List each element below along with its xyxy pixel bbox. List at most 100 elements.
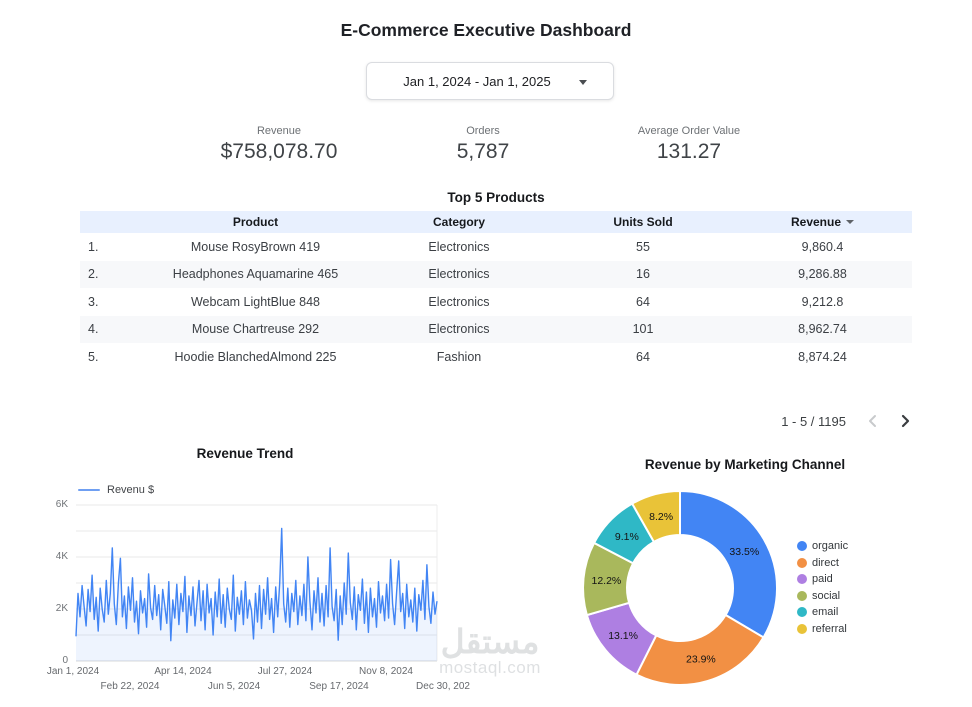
table-title: Top 5 Products (447, 190, 545, 205)
cell-rank: 3. (88, 294, 99, 309)
legend-item-direct: direct (797, 557, 848, 569)
legend-item-paid: paid (797, 573, 848, 585)
cell-category: Electronics (428, 322, 490, 337)
legend-item-label: email (812, 606, 839, 618)
kpi-aov-value: 131.27 (656, 140, 722, 163)
donut-slice-referral (630, 489, 681, 544)
watermark-arabic-text: مستقل (440, 623, 540, 660)
cell-units-sold: 101 (632, 322, 654, 337)
col-header-revenue[interactable]: Revenue (763, 215, 912, 229)
cell-revenue: 9,860.4 (801, 239, 844, 254)
pagination-label: 1 - 5 / 1195 (781, 413, 846, 429)
table-row: 3. Webcam LightBlue 848 Electronics 64 9,212… (80, 288, 912, 316)
kpi-orders-label: Orders (466, 125, 500, 137)
prev-page-icon[interactable] (866, 414, 879, 428)
line-chart-legend: Revenu $ (78, 484, 154, 496)
legend-item-label: direct (812, 556, 839, 569)
page-title: E-Commerce Executive Dashboard (340, 20, 632, 40)
col-header-category[interactable]: Category (432, 215, 485, 229)
next-page-icon[interactable] (899, 414, 912, 428)
cell-category: Electronics (428, 239, 490, 254)
cell-revenue: 8,962.74 (798, 322, 847, 337)
cell-category: Electronics (428, 294, 490, 309)
donut-slice-label: 8.2% (649, 511, 673, 523)
legend-dot-icon (797, 623, 807, 634)
x-axis-tick-label: Jul 27, 2024 (257, 666, 313, 677)
table-body: 1. Mouse RosyBrown 419 Electronics 55 9,860.… (80, 233, 912, 371)
donut-slice-direct (635, 613, 765, 686)
cell-rank: 2. (88, 267, 99, 282)
table-row: 5. Hoodie BlanchedAlmond 225 Fashion 64 8,87… (80, 343, 912, 371)
y-axis-tick-label: 4K (55, 551, 68, 562)
legend-dot-icon (797, 590, 807, 601)
cell-rank: 1. (88, 239, 99, 254)
kpi-orders: Orders 5,787 (457, 125, 510, 164)
legend-dot-icon (797, 607, 807, 617)
x-axis-tick-label: Nov 8, 2024 (359, 666, 413, 677)
col-header-revenue-label: Revenue (790, 215, 842, 229)
kpi-revenue-label: Revenue (256, 125, 302, 137)
legend-dot-icon (797, 541, 807, 551)
cell-revenue: 9,212.8 (801, 294, 844, 309)
line-chart-title: Revenue Trend (196, 446, 294, 461)
table-header: Product Category Units Sold Revenue (80, 211, 912, 233)
legend-item-email: email (797, 606, 848, 618)
cell-units-sold: 64 (636, 294, 650, 309)
table-row: 1. Mouse RosyBrown 419 Electronics 55 9,860.… (80, 233, 912, 261)
watermark-domain-text: mostaql.com (439, 658, 541, 678)
cell-revenue: 9,286.88 (798, 267, 847, 282)
donut-slice-organic (679, 489, 778, 639)
legend-series-label: Revenu $ (107, 484, 155, 496)
donut-slice-label: 12.2% (592, 575, 622, 587)
y-axis-tick-label: 0 (62, 655, 68, 666)
legend-item-label: referral (812, 622, 847, 635)
legend-dot-icon (797, 557, 807, 568)
date-range-value: Jan 1, 2024 - Jan 1, 2025 (403, 73, 551, 89)
legend-dot-icon (797, 574, 807, 584)
cell-rank: 4. (88, 322, 99, 337)
donut-slice-label: 9.1% (615, 531, 639, 543)
donut-chart-title: Revenue by Marketing Channel (644, 457, 846, 472)
cell-product: Mouse RosyBrown 419 (190, 239, 321, 254)
y-axis-tick-label: 6K (55, 499, 68, 510)
cell-product: Headphones Aquamarine 465 (172, 267, 339, 282)
kpi-aov: Average Order Value 131.27 (638, 125, 740, 164)
x-axis-tick-label: Apr 14, 2024 (154, 666, 212, 677)
cell-units-sold: 64 (636, 349, 650, 364)
legend-line-icon (78, 489, 100, 491)
x-axis-tick-label: Sep 17, 2024 (309, 681, 369, 692)
legend-item-referral: referral (797, 623, 848, 635)
products-table: Product Category Units Sold Revenue 1. Mo… (80, 211, 912, 371)
col-header-product[interactable]: Product (232, 215, 279, 229)
donut-chart: 33.5% 23.9% 13.1% 12.2% 9.1% 8.2% (582, 489, 778, 686)
kpi-revenue: Revenue $758,078.70 (221, 125, 338, 164)
sort-desc-icon (846, 220, 855, 224)
donut-slice-label: 33.5% (729, 546, 759, 558)
table-row: 2. Headphones Aquamarine 465 Electronics 16… (80, 260, 912, 288)
cell-rank: 5. (88, 349, 99, 364)
chevron-down-icon (579, 80, 587, 85)
date-range-selector[interactable]: Jan 1, 2024 - Jan 1, 2025 (366, 62, 614, 100)
donut-legend: organic direct paid social email referral (797, 540, 848, 639)
cell-category: Electronics (428, 267, 490, 282)
legend-item-label: social (812, 589, 841, 602)
donut-slice-label: 13.1% (608, 630, 638, 642)
x-axis-tick-label: Jan 1, 2024 (46, 666, 100, 677)
legend-item-organic: organic (797, 540, 848, 552)
legend-item-social: social (797, 590, 848, 602)
table-row: 4. Mouse Chartreuse 292 Electronics 101 8,96… (80, 315, 912, 343)
pagination: 1 - 5 / 1195 (781, 410, 912, 432)
x-axis-tick-label: Dec 30, 202 (416, 681, 470, 692)
line-chart (75, 504, 438, 662)
cell-product: Hoodie BlanchedAlmond 225 (174, 349, 337, 364)
cell-product: Mouse Chartreuse 292 (191, 322, 320, 337)
cell-product: Webcam LightBlue 848 (190, 294, 321, 309)
legend-item-label: paid (812, 573, 833, 585)
legend-item-label: organic (812, 540, 849, 552)
col-header-units-sold[interactable]: Units Sold (613, 215, 673, 229)
cell-category: Fashion (436, 349, 482, 364)
kpi-revenue-value: $758,078.70 (220, 140, 338, 163)
y-axis-tick-label: 2K (55, 603, 68, 614)
donut-slice-label: 23.9% (686, 654, 716, 666)
